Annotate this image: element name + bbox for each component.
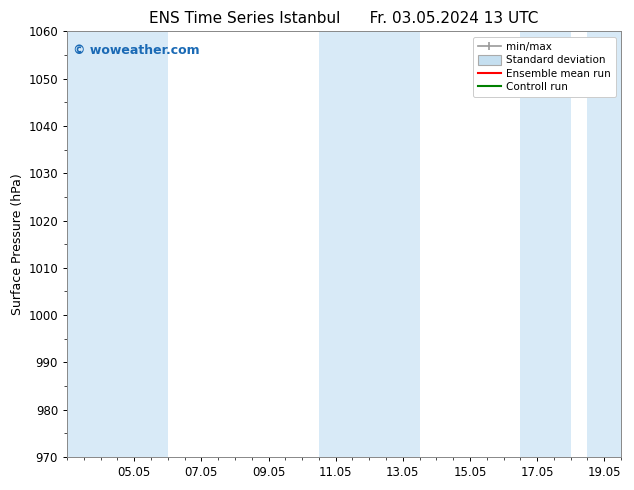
Y-axis label: Surface Pressure (hPa): Surface Pressure (hPa) [11,173,24,315]
Bar [117,31,168,457]
Bar [67,31,117,457]
Text: © woweather.com: © woweather.com [73,44,199,57]
Bar [319,31,369,457]
Bar [521,31,571,457]
Legend: min/max, Standard deviation, Ensemble mean run, Controll run: min/max, Standard deviation, Ensemble me… [472,37,616,98]
Title: ENS Time Series Istanbul      Fr. 03.05.2024 13 UTC: ENS Time Series Istanbul Fr. 03.05.2024 … [150,11,539,26]
Bar [369,31,420,457]
Bar [588,31,621,457]
